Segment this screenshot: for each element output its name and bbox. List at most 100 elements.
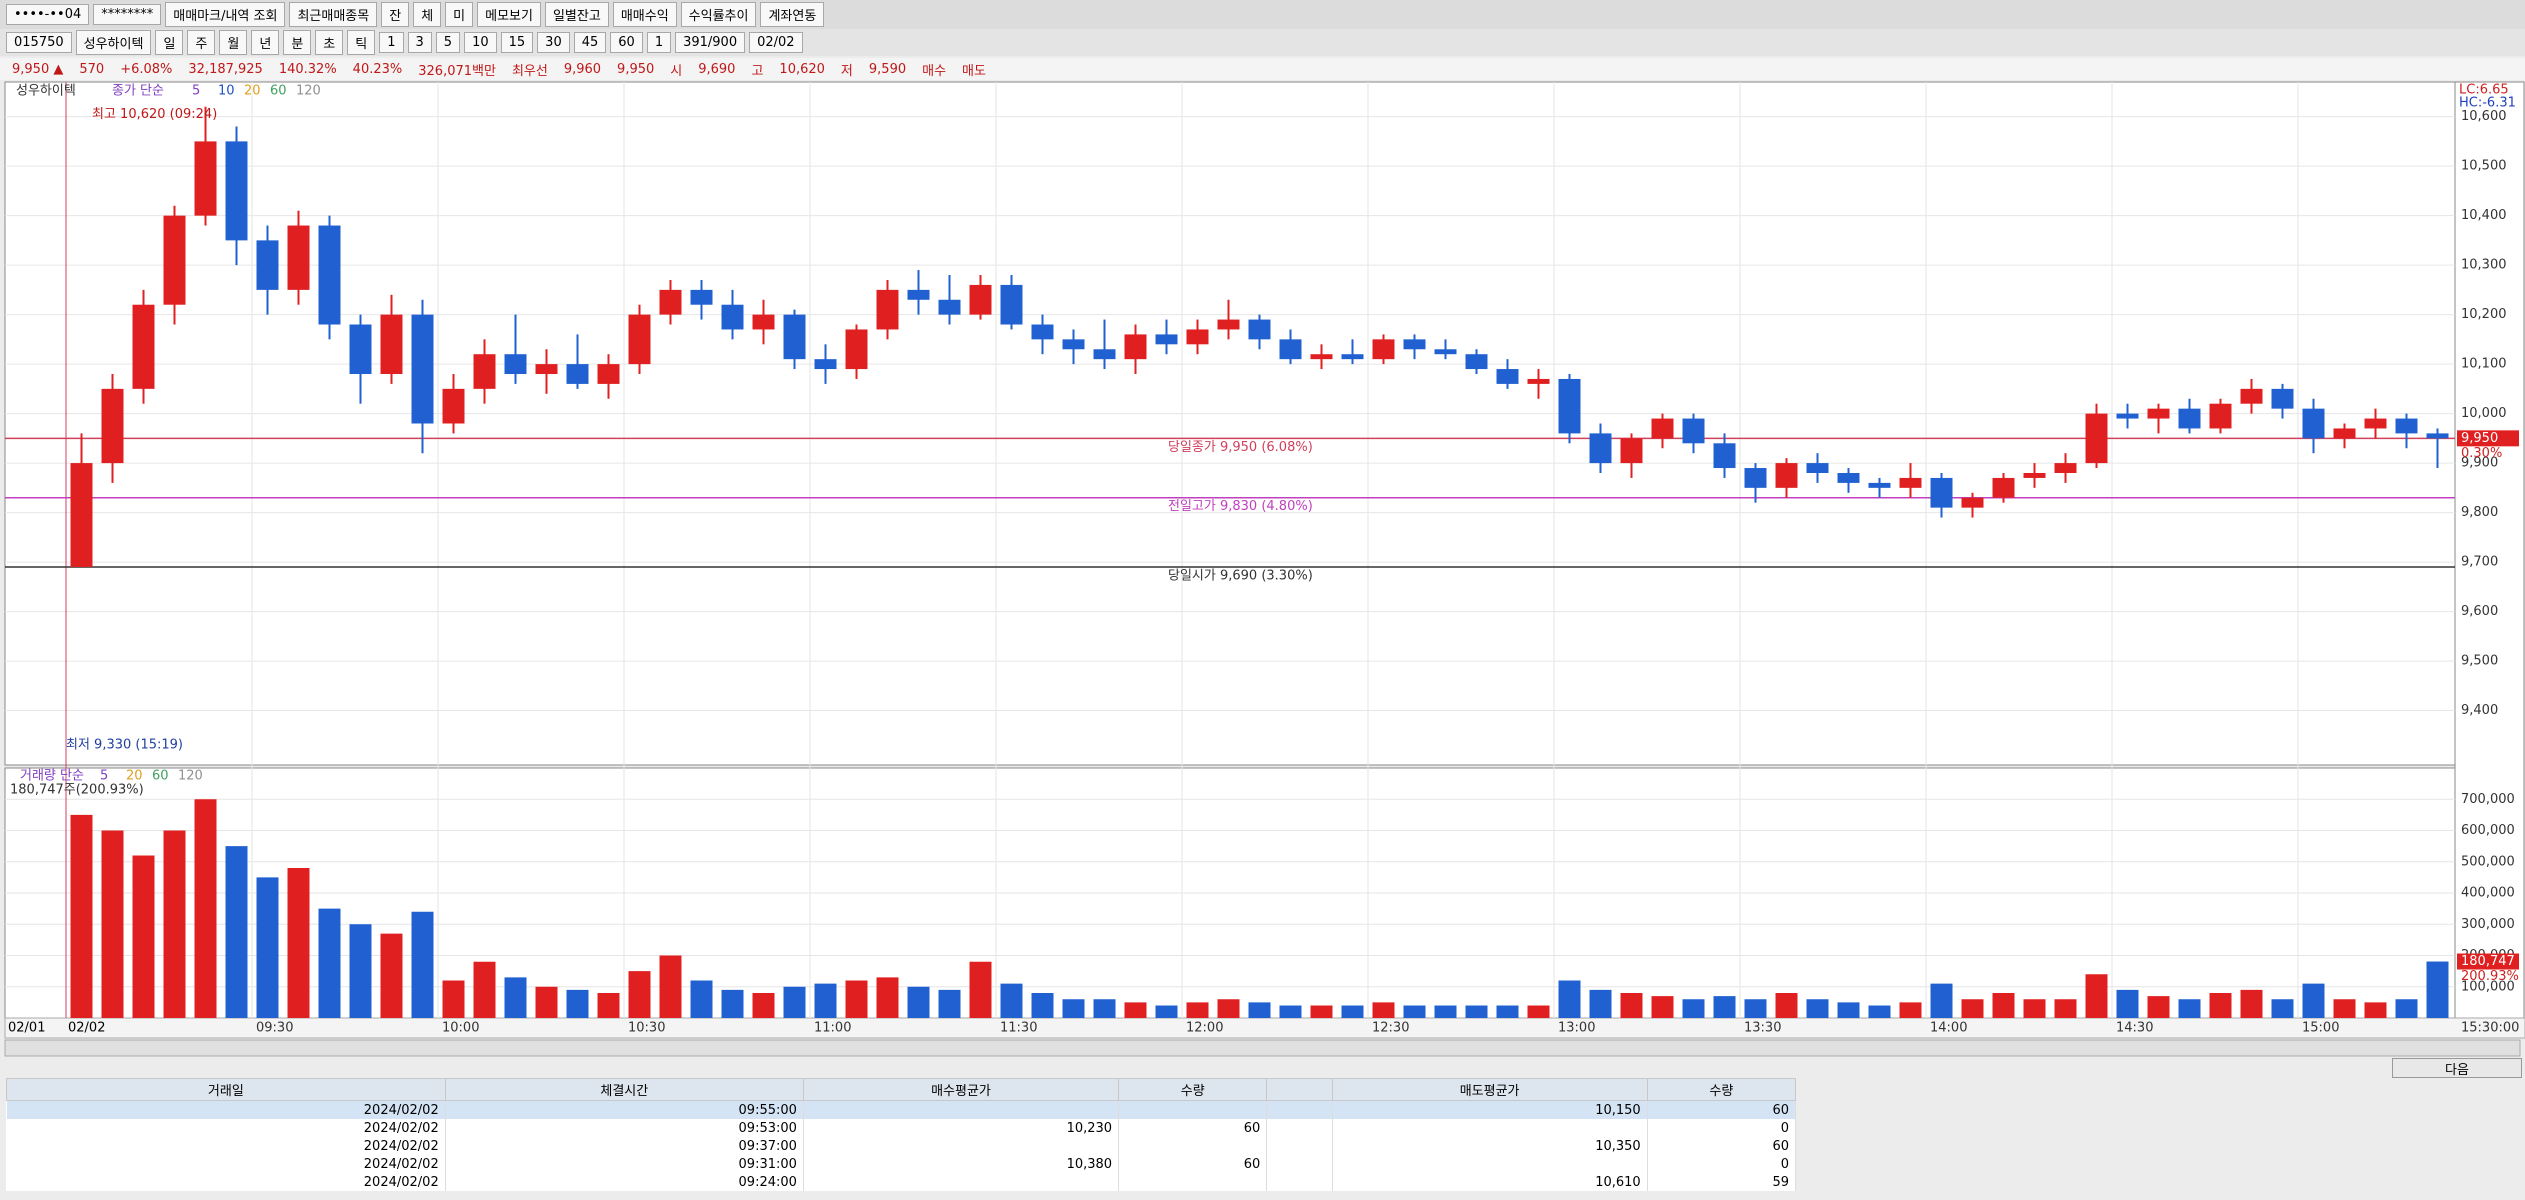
candle-body bbox=[1093, 349, 1116, 360]
y-tick-label: 9,600 bbox=[2461, 604, 2498, 619]
toolbar-button[interactable]: 매매수익 bbox=[612, 2, 677, 27]
candle-body bbox=[442, 388, 465, 424]
toolbar-button[interactable]: 15 bbox=[500, 32, 534, 53]
x-tick-label: 14:30 bbox=[2116, 1021, 2153, 1036]
toolbar-button[interactable]: 10 bbox=[464, 32, 497, 53]
candle-body bbox=[1899, 477, 1922, 488]
table-row[interactable]: 2024/02/02 09:31:00 10,380 60 0 bbox=[6, 1155, 1797, 1173]
volume-bar bbox=[194, 799, 217, 1018]
candle-body bbox=[2240, 388, 2263, 404]
legend-period: 60 bbox=[152, 769, 169, 784]
volume-bar bbox=[1992, 993, 2015, 1018]
toolbar-button[interactable]: 계좌연동 bbox=[760, 2, 825, 27]
toolbar-button[interactable]: 년 bbox=[251, 30, 280, 55]
candle-body bbox=[1527, 378, 1550, 384]
toolbar-button[interactable]: 월 bbox=[219, 30, 248, 55]
y-tick-label: 10,600 bbox=[2461, 109, 2507, 124]
x-tick-label: 13:30 bbox=[1744, 1021, 1781, 1036]
toolbar-button[interactable]: 45 bbox=[573, 32, 607, 53]
volume-bar bbox=[969, 961, 992, 1018]
volume-bar bbox=[1651, 996, 1674, 1018]
toolbar-button[interactable]: 02/02 bbox=[749, 32, 803, 53]
candle-body bbox=[876, 289, 899, 330]
toolbar-button[interactable]: ••••-••04 bbox=[6, 4, 90, 25]
volume-bar bbox=[1372, 1002, 1395, 1018]
volume-bar bbox=[2333, 999, 2356, 1018]
volume-bar bbox=[597, 993, 620, 1018]
price-axis bbox=[2454, 81, 2525, 1019]
toolbar-button[interactable]: 015750 bbox=[6, 32, 72, 53]
candle-body bbox=[1558, 378, 1581, 434]
table-row[interactable]: 2024/02/02 09:24:00 10,610 59 bbox=[6, 1173, 1797, 1191]
volume-bar bbox=[1961, 999, 1984, 1018]
volume-bar bbox=[1744, 999, 1767, 1018]
toolbar-button[interactable]: 매매마크/내역 조회 bbox=[165, 2, 286, 27]
quote-field: 40.23% bbox=[352, 61, 403, 77]
toolbar-button[interactable]: 391/900 bbox=[675, 32, 746, 53]
toolbar-button[interactable]: 60 bbox=[610, 32, 643, 53]
candle-body bbox=[1651, 418, 1674, 439]
volume-bar bbox=[1465, 1005, 1488, 1018]
toolbar-button[interactable]: 미 bbox=[445, 2, 474, 27]
table-row[interactable]: 2024/02/02 09:37:00 10,350 60 bbox=[6, 1137, 1797, 1155]
quote-field: 시 bbox=[670, 63, 683, 79]
table-cell: 09:24:00 bbox=[445, 1173, 804, 1191]
candle-body bbox=[1775, 463, 1798, 488]
volume-bar bbox=[287, 868, 310, 1018]
candle-body bbox=[690, 289, 713, 305]
toolbar-button[interactable]: 5 bbox=[435, 32, 461, 53]
candle-body bbox=[2271, 388, 2294, 409]
table-cell: 60 bbox=[1647, 1137, 1797, 1155]
table-row[interactable]: 2024/02/02 09:55:00 10,150 60 bbox=[6, 1100, 1797, 1119]
toolbar-button[interactable]: 잔 bbox=[381, 2, 410, 27]
table-cell: 60 bbox=[1118, 1155, 1268, 1173]
table-cell bbox=[1266, 1137, 1333, 1155]
volume-bar bbox=[628, 971, 651, 1018]
candle-body bbox=[225, 141, 248, 241]
toolbar-button[interactable]: 3 bbox=[407, 32, 432, 53]
toolbar-button[interactable]: 일별잔고 bbox=[544, 2, 609, 27]
candle-body bbox=[1217, 319, 1240, 330]
legend-period: 10 bbox=[218, 84, 235, 99]
toolbar-button[interactable]: 초 bbox=[315, 30, 344, 55]
quote-field: 최우선 bbox=[511, 63, 548, 79]
toolbar-button[interactable]: 틱 bbox=[347, 30, 376, 55]
column-header bbox=[1266, 1078, 1333, 1101]
candle-body bbox=[845, 329, 868, 370]
volume-bar bbox=[349, 924, 372, 1018]
volume-bar bbox=[2054, 999, 2077, 1018]
volume-bar bbox=[1558, 980, 1581, 1018]
candle-body bbox=[814, 359, 837, 370]
reference-label: 당일시가 9,690 (3.30%) bbox=[1168, 569, 1313, 584]
x-tick-label: 10:30 bbox=[628, 1021, 665, 1036]
volume-bar bbox=[132, 855, 155, 1018]
toolbar-button[interactable]: 주 bbox=[187, 30, 216, 55]
quote-field: 고 bbox=[751, 63, 764, 79]
toolbar-button[interactable]: 최근매매종목 bbox=[289, 2, 378, 27]
toolbar-button[interactable]: 체 bbox=[413, 2, 442, 27]
toolbar-button[interactable]: 일 bbox=[155, 30, 184, 55]
y-tick-label: 10,100 bbox=[2461, 357, 2507, 372]
toolbar-button[interactable]: ******** bbox=[93, 4, 162, 25]
volume-bar bbox=[473, 961, 496, 1018]
toolbar-button[interactable]: 1 bbox=[646, 32, 672, 53]
table-cell: 2024/02/02 bbox=[6, 1119, 446, 1137]
quote-field: 9,950 bbox=[617, 61, 655, 77]
toolbar-button[interactable]: 30 bbox=[537, 32, 570, 53]
annotation: 최고 10,620 (09:24) bbox=[92, 107, 217, 122]
volume-bar bbox=[535, 986, 558, 1018]
next-button[interactable]: 다음 bbox=[2392, 1058, 2522, 1078]
volume-bar bbox=[1620, 993, 1643, 1018]
volume-bar bbox=[2364, 1002, 2387, 1018]
candle-body bbox=[907, 289, 930, 300]
toolbar-button[interactable]: 수익률추이 bbox=[680, 2, 757, 27]
table-row[interactable]: 2024/02/02 09:53:00 10,230 60 0 bbox=[6, 1119, 1797, 1137]
volume-bar bbox=[1031, 993, 1054, 1018]
toolbar-button[interactable]: 메모보기 bbox=[477, 2, 541, 27]
toolbar-button[interactable]: 1 bbox=[379, 32, 404, 53]
toolbar-button[interactable]: 분 bbox=[283, 30, 312, 55]
toolbar-button[interactable]: 성우하이텍 bbox=[75, 30, 152, 55]
quote-field: 10,620 bbox=[779, 61, 825, 77]
table-cell: 10,380 bbox=[803, 1155, 1120, 1173]
table-cell: 10,150 bbox=[1332, 1100, 1648, 1119]
